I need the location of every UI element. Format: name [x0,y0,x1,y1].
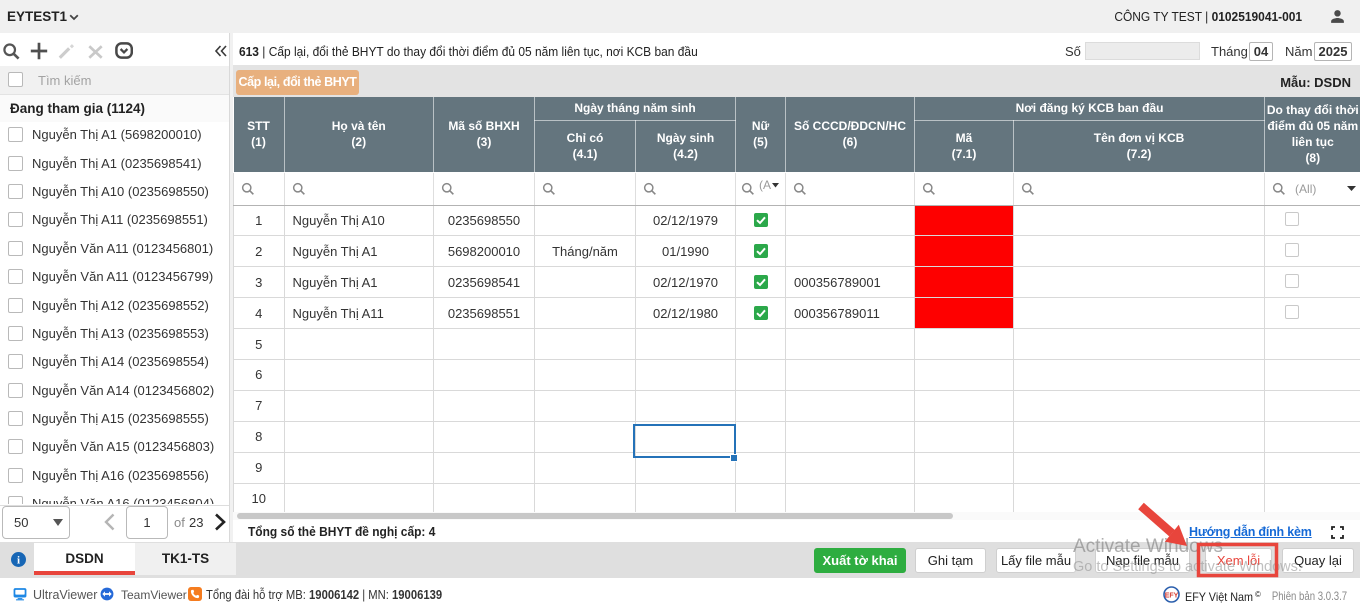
svg-text:i: i [17,555,20,567]
svg-text:EFY: EFY [1165,593,1179,600]
